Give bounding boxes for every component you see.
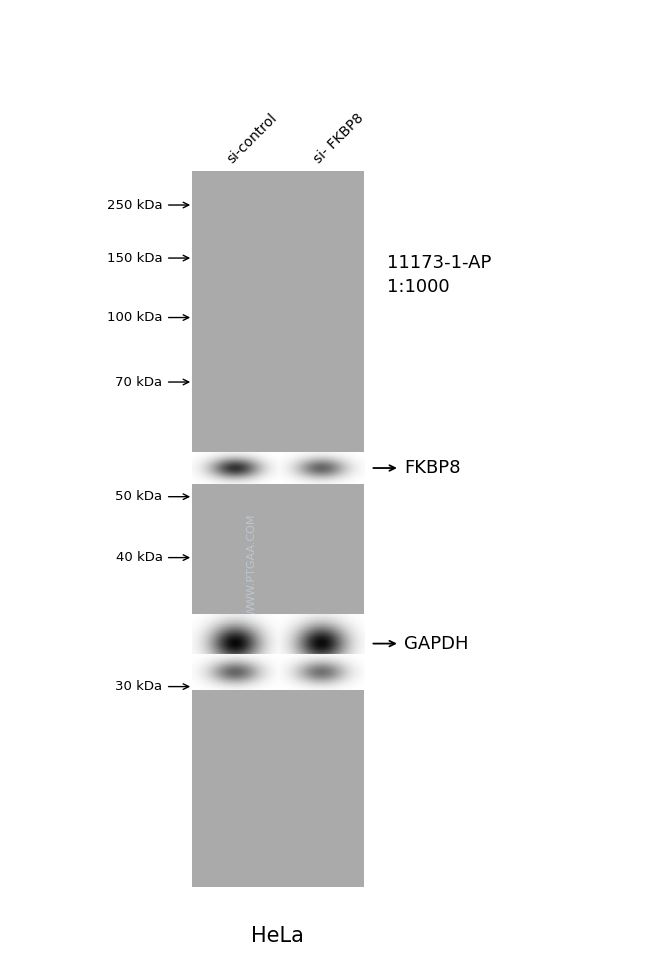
Text: 250 kDa: 250 kDa — [107, 199, 162, 212]
Bar — [192, 171, 364, 887]
Text: 100 kDa: 100 kDa — [107, 311, 162, 324]
Text: 11173-1-AP
1:1000: 11173-1-AP 1:1000 — [387, 254, 491, 296]
Text: FKBP8: FKBP8 — [404, 459, 461, 477]
Text: 40 kDa: 40 kDa — [116, 551, 162, 565]
Text: si-control: si-control — [225, 110, 280, 166]
Text: GAPDH: GAPDH — [404, 635, 469, 652]
Text: si- FKBP8: si- FKBP8 — [311, 110, 367, 166]
Text: 30 kDa: 30 kDa — [116, 681, 162, 693]
Text: 70 kDa: 70 kDa — [116, 375, 162, 388]
Text: HeLa: HeLa — [252, 926, 304, 947]
Text: 50 kDa: 50 kDa — [116, 490, 162, 503]
Text: WWW.PTGAA.COM: WWW.PTGAA.COM — [247, 514, 257, 616]
Text: 150 kDa: 150 kDa — [107, 252, 162, 264]
